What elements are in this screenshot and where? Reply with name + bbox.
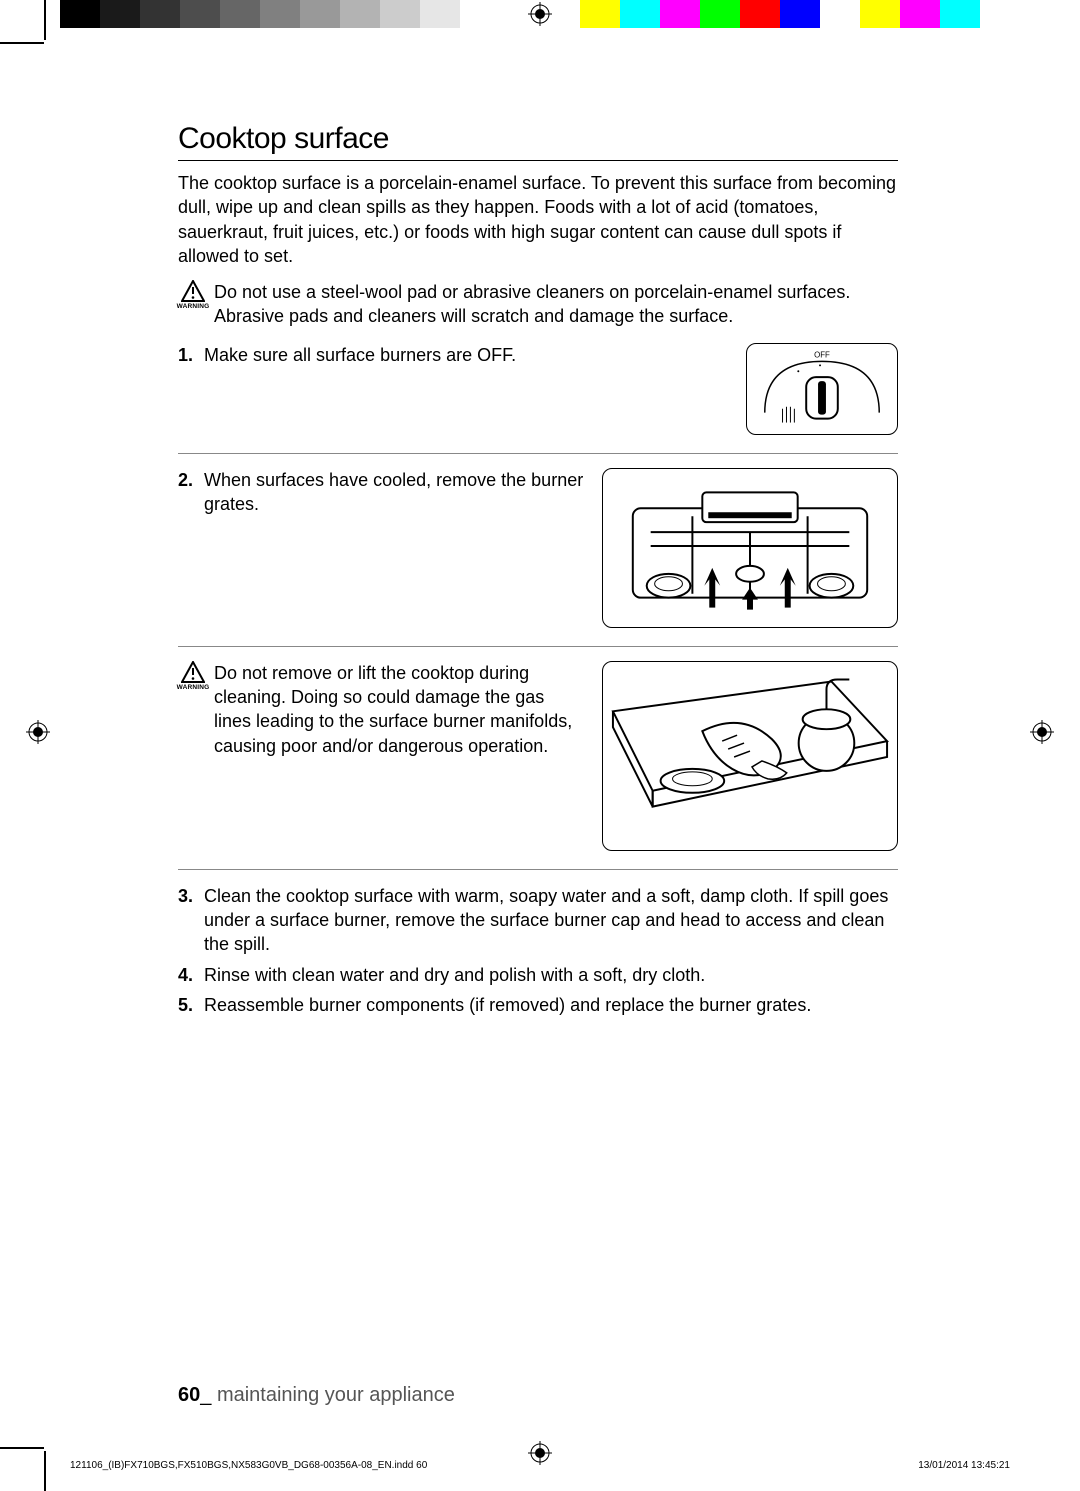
- color-swatch: [740, 0, 780, 28]
- warning-icon: WARNING: [178, 661, 208, 758]
- warning-label: WARNING: [177, 303, 210, 310]
- knob-off-label: OFF: [814, 350, 830, 359]
- color-swatch: [580, 0, 620, 28]
- slug-filename: 121106_(IB)FX710BGS,FX510BGS,NX583G0VB_D…: [70, 1460, 427, 1471]
- step-item: 4. Rinse with clean water and dry and po…: [178, 963, 898, 987]
- page-number: 60: [178, 1384, 200, 1406]
- step-text: When surfaces have cooled, remove the bu…: [204, 468, 586, 517]
- color-swatch: [140, 0, 180, 28]
- color-swatch: [300, 0, 340, 28]
- figure-knob-off: OFF: [746, 343, 898, 435]
- slug-timestamp: 13/01/2014 13:45:21: [918, 1460, 1010, 1471]
- section-title: Cooktop surface: [178, 122, 898, 161]
- registration-mark-icon: [1030, 720, 1054, 744]
- color-swatch: [620, 0, 660, 28]
- print-slug: 121106_(IB)FX710BGS,FX510BGS,NX583G0VB_D…: [70, 1460, 1010, 1471]
- step-text: Clean the cooktop surface with warm, soa…: [204, 884, 898, 957]
- warning-text: Do not use a steel-wool pad or abrasive …: [214, 280, 898, 329]
- color-swatch: [860, 0, 900, 28]
- warning-block: WARNING Do not use a steel-wool pad or a…: [178, 280, 898, 329]
- page-footer: 60_ maintaining your appliance: [178, 1384, 455, 1407]
- step-item: 2. When surfaces have cooled, remove the…: [178, 468, 586, 517]
- step-number: 2.: [178, 468, 204, 517]
- step-row: 2. When surfaces have cooled, remove the…: [178, 468, 898, 647]
- figure-wipe-surface: [602, 661, 898, 851]
- color-swatch: [60, 0, 100, 28]
- color-swatch: [700, 0, 740, 28]
- color-swatch: [380, 0, 420, 28]
- figure-remove-grates: [602, 468, 898, 628]
- color-swatch: [900, 0, 940, 28]
- registration-mark-icon: [26, 720, 50, 744]
- warning-text: Do not remove or lift the cooktop during…: [214, 661, 586, 758]
- color-swatch: [420, 0, 460, 28]
- color-swatch: [820, 0, 860, 28]
- crop-mark-icon: [44, 1451, 46, 1491]
- step-text: Rinse with clean water and dry and polis…: [204, 963, 898, 987]
- color-swatch: [460, 0, 500, 28]
- crop-mark-icon: [44, 0, 46, 40]
- step-text: Make sure all surface burners are OFF.: [204, 343, 730, 367]
- step-item: 5. Reassemble burner components (if remo…: [178, 993, 898, 1017]
- step-row: 1. Make sure all surface burners are OFF…: [178, 343, 898, 454]
- color-swatch: [780, 0, 820, 28]
- intro-paragraph: The cooktop surface is a porcelain-ename…: [178, 171, 898, 268]
- color-swatch: [260, 0, 300, 28]
- footer-sep: _: [200, 1384, 217, 1406]
- color-swatch: [220, 0, 260, 28]
- step-row: 3. Clean the cooktop surface with warm, …: [178, 884, 898, 1041]
- step-text: Reassemble burner components (if removed…: [204, 993, 898, 1017]
- crop-mark-icon: [0, 42, 44, 44]
- step-row: WARNING Do not remove or lift the cookto…: [178, 661, 898, 870]
- step-number: 4.: [178, 963, 204, 987]
- crop-mark-icon: [0, 1447, 44, 1449]
- color-swatch: [660, 0, 700, 28]
- step-item: 3. Clean the cooktop surface with warm, …: [178, 884, 898, 957]
- footer-text: maintaining your appliance: [217, 1384, 455, 1406]
- color-swatch: [940, 0, 980, 28]
- color-swatch: [100, 0, 140, 28]
- color-swatch: [340, 0, 380, 28]
- warning-label: WARNING: [177, 684, 210, 691]
- registration-mark-icon: [528, 2, 552, 26]
- color-swatch: [980, 0, 1020, 28]
- color-swatch: [180, 0, 220, 28]
- step-number: 3.: [178, 884, 204, 957]
- warning-icon: WARNING: [178, 280, 208, 310]
- step-number: 5.: [178, 993, 204, 1017]
- step-number: 1.: [178, 343, 204, 367]
- step-item: 1. Make sure all surface burners are OFF…: [178, 343, 730, 367]
